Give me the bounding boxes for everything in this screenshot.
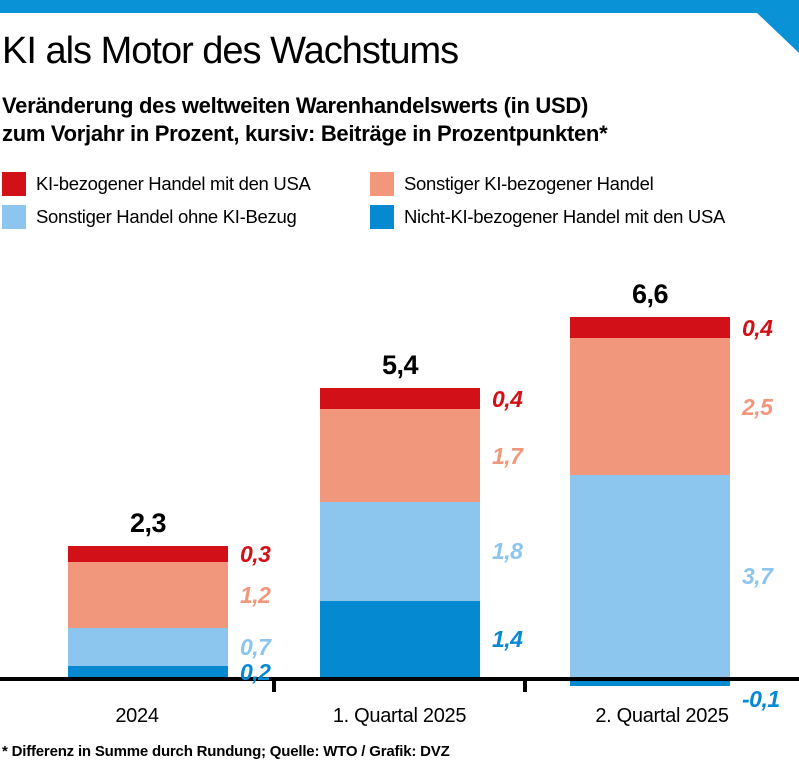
legend-item-ohne-ki: Sonstiger Handel ohne KI-Bezug xyxy=(2,205,370,229)
bar-segment xyxy=(68,562,228,628)
page-title: KI als Motor des Wachstums xyxy=(2,30,459,72)
footnote: * Differenz in Summe durch Rundung; Quel… xyxy=(2,743,450,760)
chart-subtitle: Veränderung des weltweiten Warenhandelsw… xyxy=(2,92,798,148)
bar-segment xyxy=(68,627,228,667)
x-axis-line xyxy=(0,677,799,681)
bar-segment xyxy=(320,409,480,503)
bar-segment xyxy=(320,387,480,410)
axis-tick xyxy=(523,681,527,692)
legend-label: Sonstiger Handel ohne KI-Bezug xyxy=(36,206,297,227)
legend-swatch-lightblue xyxy=(2,205,26,229)
segment-value-label: 1,7 xyxy=(492,442,523,469)
segment-value-label: 1,4 xyxy=(492,625,523,652)
bar-total-label: 5,4 xyxy=(381,349,419,380)
bar-total-label: 6,6 xyxy=(631,278,669,309)
legend-label: Sonstiger KI-bezogener Handel xyxy=(404,173,654,194)
bar-segment xyxy=(570,681,730,687)
bar-segment xyxy=(68,545,228,563)
segment-value-label: 2,5 xyxy=(742,393,773,420)
legend-swatch-salmon xyxy=(370,172,394,196)
legend-item-ki-usa: KI-bezogener Handel mit den USA xyxy=(2,172,370,196)
bar-total-label: 2,3 xyxy=(129,507,167,538)
legend-swatch-darkblue xyxy=(370,205,394,229)
bar-segment xyxy=(570,474,730,677)
segment-value-label: 0,2 xyxy=(240,658,271,685)
segment-value-label: 0,7 xyxy=(240,633,271,660)
segment-value-label: -0,1 xyxy=(742,686,780,713)
legend-label: Nicht-KI-bezogener Handel mit den USA xyxy=(404,206,726,227)
axis-tick xyxy=(272,681,276,692)
bar-segment xyxy=(320,600,480,677)
segment-value-label: 3,7 xyxy=(742,562,773,589)
segment-value-label: 1,2 xyxy=(240,582,271,609)
top-banner-ribbon xyxy=(0,0,799,53)
segment-value-label: 0,4 xyxy=(742,314,773,341)
bar-segment xyxy=(570,316,730,339)
subtitle-line-1: Veränderung des weltweiten Warenhandelsw… xyxy=(2,93,588,118)
legend-item-sonstiger-ki: Sonstiger KI-bezogener Handel xyxy=(370,172,798,196)
segment-value-label: 1,8 xyxy=(492,538,523,565)
bar-segment xyxy=(320,502,480,601)
segment-value-label: 0,3 xyxy=(240,541,271,568)
x-axis-label: 1. Quartal 2025 xyxy=(332,705,467,727)
legend-label: KI-bezogener Handel mit den USA xyxy=(36,173,311,194)
bar-segment xyxy=(68,666,228,677)
segment-value-label: 0,4 xyxy=(492,385,523,412)
bar-segment xyxy=(570,338,730,475)
legend-item-nicht-ki-usa: Nicht-KI-bezogener Handel mit den USA xyxy=(370,205,798,229)
legend-swatch-red xyxy=(2,172,26,196)
x-axis-label: 2. Quartal 2025 xyxy=(595,705,729,727)
legend: KI-bezogener Handel mit den USA Sonstige… xyxy=(2,172,798,229)
subtitle-line-2: zum Vorjahr in Prozent, kursiv: Beiträge… xyxy=(2,121,608,146)
x-axis-label: 2024 xyxy=(115,705,159,727)
